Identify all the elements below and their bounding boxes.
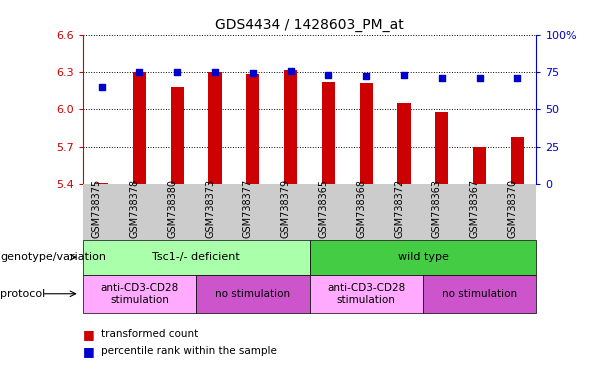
Text: anti-CD3-CD28
stimulation: anti-CD3-CD28 stimulation [327, 283, 405, 305]
Point [361, 73, 371, 79]
Point [97, 84, 107, 90]
Bar [397, 103, 411, 184]
Point [324, 72, 333, 78]
Text: GSM738370: GSM738370 [508, 179, 517, 238]
Text: genotype/variation: genotype/variation [0, 252, 106, 262]
Text: ■: ■ [83, 345, 94, 358]
Text: GSM738372: GSM738372 [394, 179, 404, 238]
Title: GDS4434 / 1428603_PM_at: GDS4434 / 1428603_PM_at [215, 18, 404, 32]
Text: GSM738379: GSM738379 [281, 179, 291, 238]
Text: no stimulation: no stimulation [215, 289, 291, 299]
Point [210, 69, 220, 75]
Text: transformed count: transformed count [101, 329, 199, 339]
Text: percentile rank within the sample: percentile rank within the sample [101, 346, 277, 356]
Text: Tsc1-/- deficient: Tsc1-/- deficient [152, 252, 240, 262]
Point [437, 75, 447, 81]
Text: GSM738375: GSM738375 [92, 179, 102, 238]
Point [248, 70, 257, 76]
Point [286, 68, 295, 74]
Bar [473, 147, 486, 184]
Point [475, 75, 485, 81]
Text: GSM738367: GSM738367 [470, 179, 479, 238]
Bar [360, 83, 373, 184]
Bar [208, 72, 222, 184]
Text: GSM738365: GSM738365 [319, 179, 329, 238]
Point [172, 69, 182, 75]
Text: GSM738363: GSM738363 [432, 179, 442, 238]
Bar [246, 74, 259, 184]
Text: wild type: wild type [398, 252, 448, 262]
Text: ■: ■ [83, 328, 94, 341]
Text: GSM738368: GSM738368 [356, 179, 367, 238]
Point [512, 75, 522, 81]
Bar [511, 137, 524, 184]
Text: GSM738380: GSM738380 [167, 179, 177, 238]
Bar [435, 112, 449, 184]
Text: GSM738377: GSM738377 [243, 179, 253, 238]
Bar [322, 82, 335, 184]
Text: GSM738378: GSM738378 [129, 179, 140, 238]
Text: no stimulation: no stimulation [442, 289, 517, 299]
Point [134, 69, 145, 75]
Bar [170, 87, 184, 184]
Text: GSM738373: GSM738373 [205, 179, 215, 238]
Bar [284, 70, 297, 184]
Bar [95, 183, 109, 184]
Text: anti-CD3-CD28
stimulation: anti-CD3-CD28 stimulation [101, 283, 178, 305]
Text: protocol: protocol [0, 289, 45, 299]
Bar [133, 72, 146, 184]
Point [399, 72, 409, 78]
